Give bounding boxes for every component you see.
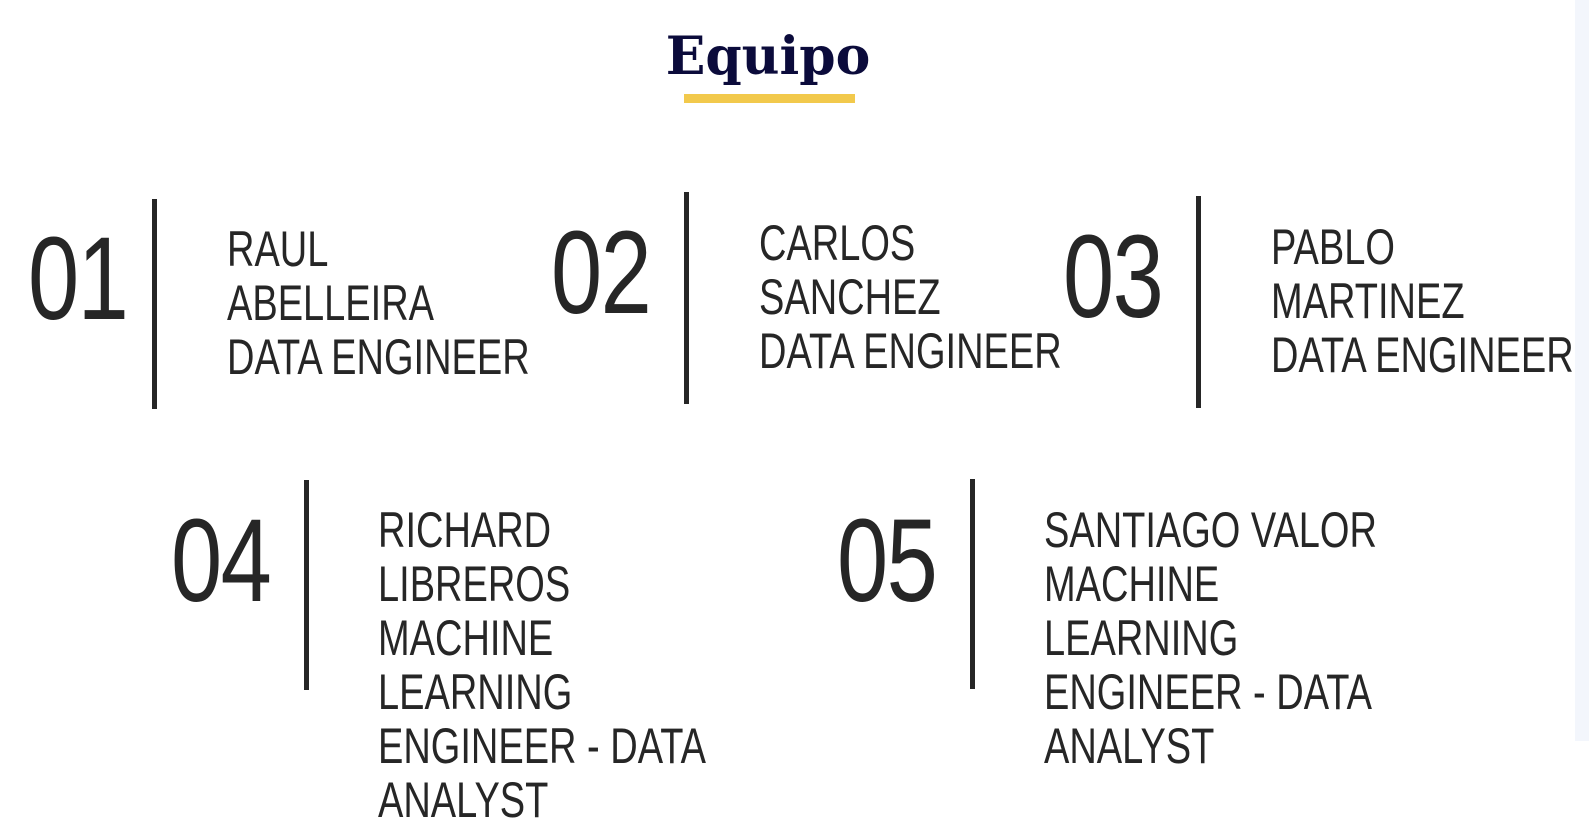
member-number: 04 (171, 495, 272, 627)
member-role: DATA ENGINEER (1271, 327, 1574, 383)
member-divider (304, 480, 309, 690)
scrollbar-track[interactable] (1575, 0, 1589, 741)
member-divider (684, 192, 689, 404)
section-title: Equipo (665, 26, 871, 87)
member-name: SANTIAGO VALOR (1044, 502, 1377, 558)
member-divider (1196, 196, 1201, 408)
member-role-line: ANALYST (378, 772, 549, 828)
member-name-line: PABLO (1271, 219, 1395, 275)
member-number: 02 (551, 207, 652, 339)
member-name-line: CARLOS (759, 215, 916, 271)
member-name-line: MARTINEZ (1271, 273, 1465, 329)
member-info: RAUL ABELLEIRA DATA ENGINEER (227, 222, 584, 384)
member-role: DATA ENGINEER (759, 323, 1062, 379)
member-info: CARLOS SANCHEZ DATA ENGINEER (759, 216, 1116, 378)
member-name-line: SANCHEZ (759, 269, 941, 325)
title-underline (684, 94, 855, 103)
member-role-line: MACHINE LEARNING (1044, 556, 1239, 666)
member-number: 03 (1063, 211, 1164, 343)
member-role-line: ENGINEER - DATA (378, 718, 706, 774)
member-divider (152, 199, 157, 409)
member-info: SANTIAGO VALOR MACHINE LEARNING ENGINEER… (1044, 503, 1401, 773)
member-name: RICHARD LIBREROS (378, 502, 571, 612)
member-role-line: ENGINEER - DATA (1044, 664, 1372, 720)
member-role-line: MACHINE LEARNING (378, 610, 573, 720)
member-role-line: ANALYST (1044, 718, 1215, 774)
member-divider (970, 479, 975, 689)
member-number: 05 (837, 495, 938, 627)
member-info: PABLO MARTINEZ DATA ENGINEER (1271, 220, 1589, 382)
member-name-line: RAUL (227, 221, 329, 277)
member-name-line: ABELLEIRA (227, 275, 435, 331)
member-role: DATA ENGINEER (227, 329, 530, 385)
member-number: 01 (28, 213, 129, 345)
member-info: RICHARD LIBREROS MACHINE LEARNING ENGINE… (378, 503, 735, 827)
